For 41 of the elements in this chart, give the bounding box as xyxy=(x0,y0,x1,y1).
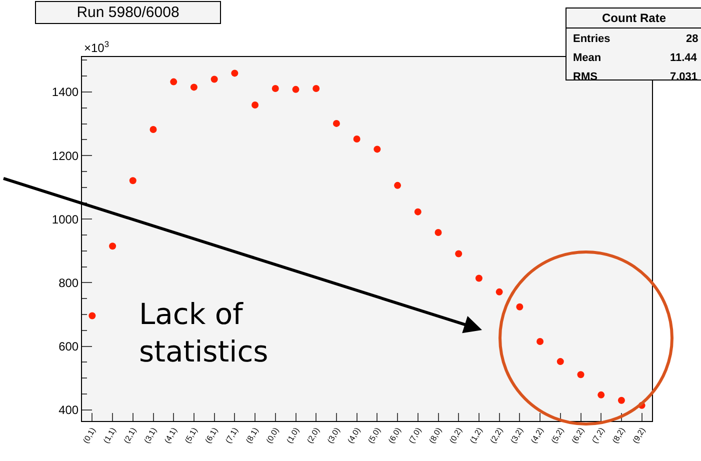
point xyxy=(455,250,462,258)
point xyxy=(556,358,564,366)
point xyxy=(312,84,320,92)
point xyxy=(332,120,340,127)
point xyxy=(536,338,544,346)
point xyxy=(252,102,259,108)
annotation: Mean xyxy=(573,52,602,64)
text: 28 xyxy=(686,33,698,45)
point xyxy=(170,78,178,86)
point xyxy=(129,177,136,184)
chart-title: Run 5980/6008 xyxy=(76,4,180,21)
point xyxy=(88,312,96,320)
text: Entries xyxy=(573,33,610,45)
text: Count Rate xyxy=(602,11,666,25)
point xyxy=(190,84,198,91)
y-tick-label: 800 xyxy=(58,276,79,290)
point xyxy=(394,182,402,189)
point xyxy=(414,208,422,216)
point xyxy=(434,228,442,236)
point xyxy=(475,274,482,282)
point xyxy=(374,146,381,153)
point xyxy=(353,136,360,143)
y-tick-label: 600 xyxy=(58,339,79,354)
point xyxy=(272,84,279,92)
y-tick-label: 1400 xyxy=(52,85,79,100)
point xyxy=(292,86,300,93)
point xyxy=(577,371,584,378)
y-tick-label: 400 xyxy=(58,403,79,418)
point xyxy=(210,76,218,83)
point xyxy=(231,70,238,77)
text: 11.44 xyxy=(670,52,698,64)
annotation: Lack of statistics xyxy=(139,297,268,369)
point xyxy=(618,396,625,404)
y-tick-label: 1000 xyxy=(52,212,79,226)
point xyxy=(598,391,605,398)
point xyxy=(516,303,524,310)
y-tick-label: 1200 xyxy=(52,148,79,163)
text: ×10$^{3}$ xyxy=(84,39,110,56)
point xyxy=(496,288,503,296)
point xyxy=(109,242,116,250)
point xyxy=(150,126,157,133)
